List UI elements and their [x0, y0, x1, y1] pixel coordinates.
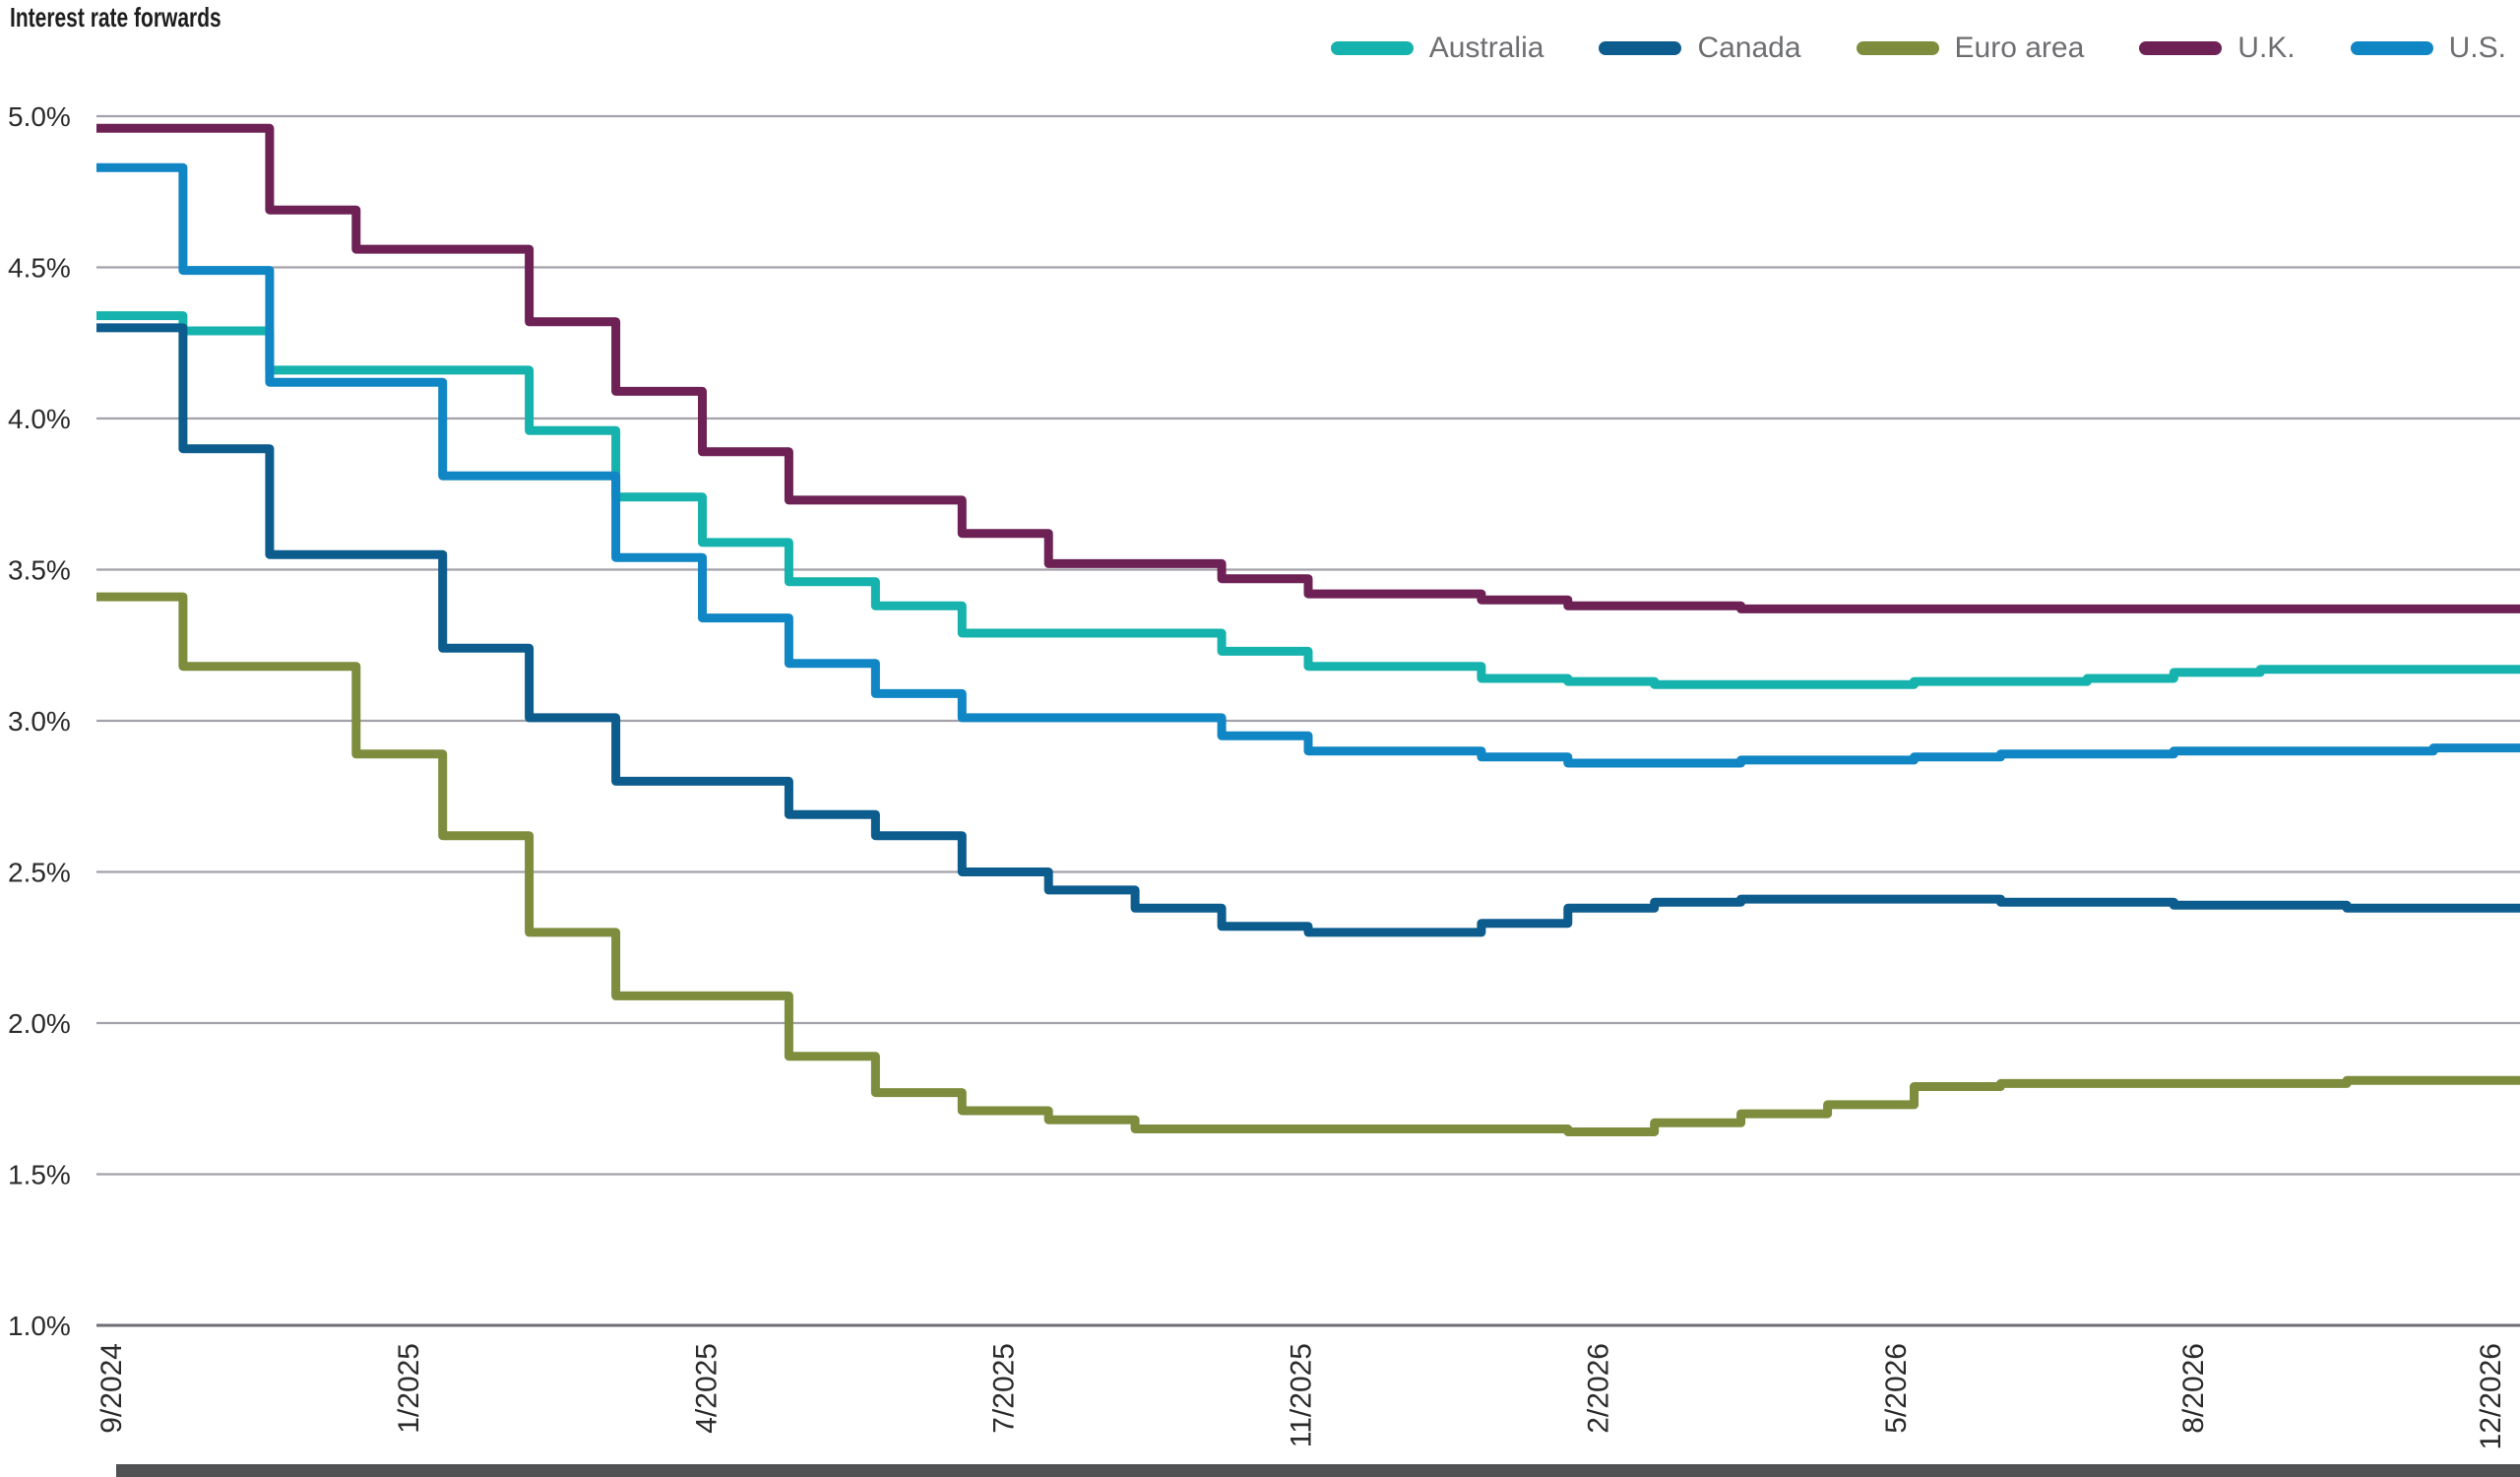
series-line-australia [96, 311, 2520, 689]
legend-label: Canada [1697, 32, 1801, 64]
y-tick-label: 4.5% [8, 253, 71, 284]
x-tick-label: 9/2024 [95, 1343, 128, 1434]
x-tick-label: 4/2025 [690, 1343, 723, 1434]
legend-item-canada[interactable]: Canada [1599, 32, 1801, 65]
series-line-canada [96, 323, 2520, 937]
legend-item-u-s[interactable]: U.S. [2350, 32, 2506, 65]
legend-swatch-u-s [2350, 41, 2433, 55]
x-tick-label: 1/2025 [393, 1343, 425, 1434]
series-line-euro-area [96, 592, 2520, 1136]
x-tick-label: 5/2026 [1880, 1343, 1913, 1434]
x-tick-label: 7/2025 [987, 1343, 1020, 1434]
y-tick-label: 5.0% [8, 101, 71, 132]
y-tick-label: 3.0% [8, 706, 71, 737]
legend-swatch-australia [1330, 41, 1414, 55]
y-tick-label: 3.5% [8, 555, 71, 586]
legend-swatch-euro-area [1856, 41, 1939, 55]
x-tick-label: 12/2026 [2475, 1343, 2507, 1449]
legend-swatch-u-k [2139, 41, 2223, 55]
y-tick-label: 4.0% [8, 404, 71, 434]
legend-label: U.K. [2237, 32, 2296, 64]
x-tick-label: 2/2026 [1583, 1343, 1615, 1434]
x-tick-label: 8/2026 [2177, 1343, 2210, 1434]
legend: Australia Canada Euro area U.K. U.S. [1330, 32, 2506, 65]
legend-swatch-canada [1599, 41, 1682, 55]
y-tick-label: 2.0% [8, 1008, 71, 1039]
y-tick-label: 2.5% [8, 858, 71, 888]
y-tick-label: 1.5% [8, 1160, 71, 1190]
legend-item-euro-area[interactable]: Euro area [1856, 32, 2085, 65]
x-tick-label: 11/2025 [1286, 1343, 1318, 1447]
bottom-bar [116, 1464, 2520, 1477]
series-line-u-k [96, 123, 2520, 613]
legend-label: U.S. [2448, 32, 2506, 64]
legend-label: Euro area [1954, 32, 2085, 64]
legend-label: Australia [1428, 32, 1544, 64]
y-tick-label: 1.0% [8, 1311, 71, 1341]
series-line-u-s [96, 162, 2520, 768]
legend-item-u-k[interactable]: U.K. [2139, 32, 2296, 65]
chart-title: Interest rate forwards [10, 2, 221, 32]
legend-item-australia[interactable]: Australia [1330, 32, 1544, 65]
